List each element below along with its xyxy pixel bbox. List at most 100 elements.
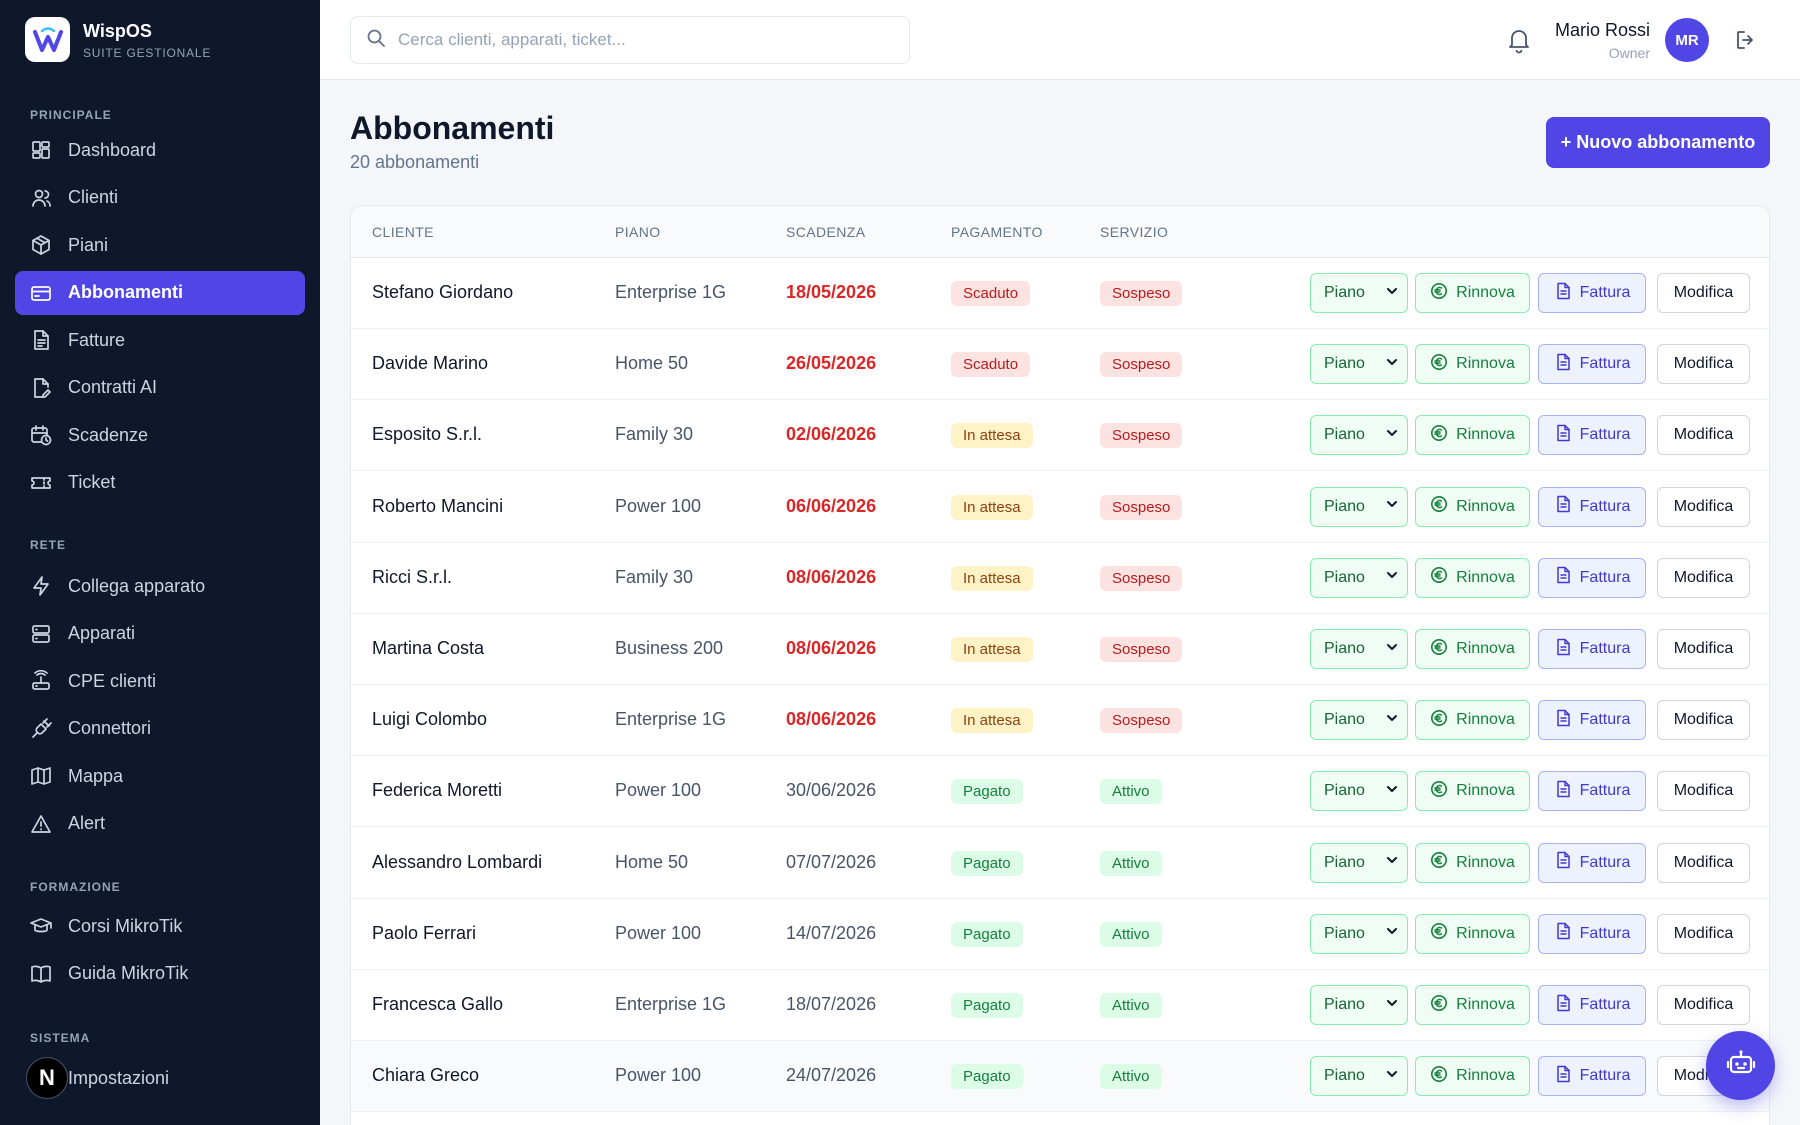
client-name[interactable]: Luigi Colombo	[372, 709, 488, 730]
sidebar-item-guida-mikrotik[interactable]: Guida MikroTik	[15, 952, 305, 996]
renew-button[interactable]: Rinnova	[1415, 1056, 1530, 1097]
avatar[interactable]: MR	[1665, 18, 1709, 62]
notifications-bell-icon[interactable]	[1506, 26, 1532, 54]
sidebar-item-label: Collega apparato	[68, 575, 206, 596]
renew-label: Rinnova	[1456, 996, 1515, 1013]
renew-button[interactable]: Rinnova	[1415, 273, 1530, 313]
client-name[interactable]: Ricci S.r.l.	[372, 566, 453, 587]
sidebar-item-ticket[interactable]: Ticket	[15, 461, 305, 505]
renew-button[interactable]: Rinnova	[1415, 985, 1530, 1025]
plan-select[interactable]: Piano	[1310, 842, 1408, 883]
edit-button[interactable]: Modifica	[1657, 486, 1750, 527]
client-name[interactable]: Chiara Greco	[372, 1065, 480, 1086]
search-input[interactable]	[398, 30, 878, 50]
invoice-button[interactable]: Fattura	[1538, 486, 1646, 527]
column-header-service[interactable]: SERVIZIO	[1100, 224, 1169, 240]
invoice-button[interactable]: Fattura	[1538, 273, 1646, 313]
sidebar-item-apparati[interactable]: Apparati	[15, 612, 305, 656]
sidebar-item-corsi-mikrotik[interactable]: Corsi MikroTik	[15, 904, 305, 948]
invoice-button[interactable]: Fattura	[1538, 913, 1646, 954]
sidebar-item-piani[interactable]: Piani	[15, 223, 305, 267]
edit-button[interactable]: Modifica	[1657, 344, 1750, 385]
sidebar-item-abbonamenti[interactable]: Abbonamenti	[15, 270, 305, 315]
sidebar-item-scadenze[interactable]: Scadenze	[15, 413, 305, 457]
column-header-plan[interactable]: PIANO	[615, 224, 661, 240]
payment-status-badge: Pagato	[951, 850, 1023, 876]
plan-select[interactable]: Piano	[1310, 486, 1408, 527]
renew-button[interactable]: Rinnova	[1415, 415, 1530, 456]
sidebar-item-alert[interactable]: Alert	[15, 802, 305, 846]
credit-card-icon	[30, 282, 52, 304]
edit-button[interactable]: Modifica	[1657, 629, 1750, 669]
sidebar-item-cpe-clienti[interactable]: CPE clienti	[15, 659, 305, 703]
user-info[interactable]: Mario Rossi Owner	[1555, 20, 1650, 61]
renew-button[interactable]: Rinnova	[1415, 700, 1530, 741]
plan-select[interactable]: Piano	[1310, 913, 1408, 954]
plan-select[interactable]: Piano	[1310, 771, 1408, 812]
client-name[interactable]: Paolo Ferrari	[372, 922, 477, 943]
sidebar-item-mappa[interactable]: Mappa	[15, 754, 305, 798]
sidebar-item-dashboard[interactable]: Dashboard	[15, 128, 305, 172]
client-name[interactable]: Martina Costa	[372, 638, 485, 658]
plan-select[interactable]: Piano	[1310, 344, 1408, 385]
invoice-button[interactable]: Fattura	[1538, 1056, 1646, 1097]
invoice-button[interactable]: Fattura	[1538, 557, 1646, 598]
invoice-button[interactable]: Fattura	[1538, 629, 1646, 669]
renew-button[interactable]: Rinnova	[1415, 486, 1530, 527]
client-name[interactable]: Francesca Gallo	[372, 994, 504, 1014]
renew-button[interactable]: Rinnova	[1415, 629, 1530, 669]
document-icon	[30, 329, 52, 351]
plan-name: Business 200	[615, 638, 724, 658]
renew-button[interactable]: Rinnova	[1415, 771, 1530, 812]
invoice-button[interactable]: Fattura	[1538, 842, 1646, 883]
sidebar-item-collega-apparato[interactable]: Collega apparato	[15, 564, 305, 608]
plan-select[interactable]: Piano	[1310, 415, 1408, 456]
next-dev-badge[interactable]: N	[26, 1057, 68, 1099]
search-box[interactable]	[350, 16, 910, 64]
invoice-label: Fattura	[1579, 355, 1631, 373]
edit-button[interactable]: Modifica	[1657, 842, 1750, 883]
sidebar-item-fatture[interactable]: Fatture	[15, 318, 305, 362]
column-header-payment[interactable]: PAGAMENTO	[951, 224, 1043, 240]
plan-select[interactable]: Piano	[1310, 629, 1408, 669]
client-name[interactable]: Stefano Giordano	[372, 282, 514, 302]
edit-button[interactable]: Modifica	[1657, 985, 1750, 1025]
edit-button[interactable]: Modifica	[1657, 557, 1750, 598]
plan-select[interactable]: Piano	[1310, 700, 1408, 741]
ai-assistant-button[interactable]	[1706, 1031, 1775, 1100]
edit-button[interactable]: Modifica	[1657, 273, 1750, 313]
edit-button[interactable]: Modifica	[1657, 771, 1750, 812]
sidebar-item-label: Contratti AI	[68, 377, 158, 397]
plan-select[interactable]: Piano	[1310, 273, 1408, 313]
client-name[interactable]: Roberto Mancini	[372, 495, 504, 516]
column-header-expiry[interactable]: SCADENZA	[786, 224, 866, 240]
edit-button[interactable]: Modifica	[1657, 415, 1750, 456]
plan-select[interactable]: Piano	[1310, 1056, 1408, 1097]
invoice-button[interactable]: Fattura	[1538, 344, 1646, 385]
invoice-button[interactable]: Fattura	[1538, 771, 1646, 812]
sidebar-item-connettori[interactable]: Connettori	[15, 707, 305, 751]
logout-icon[interactable]	[1734, 28, 1758, 52]
invoice-button[interactable]: Fattura	[1538, 415, 1646, 456]
renew-label: Rinnova	[1456, 924, 1515, 942]
renew-button[interactable]: Rinnova	[1415, 842, 1530, 883]
client-name[interactable]: Federica Moretti	[372, 780, 503, 801]
edit-button[interactable]: Modifica	[1657, 913, 1750, 954]
renew-button[interactable]: Rinnova	[1415, 557, 1530, 598]
invoice-button[interactable]: Fattura	[1538, 985, 1646, 1025]
service-status-badge: Sospeso	[1100, 423, 1183, 449]
brand[interactable]: WispOS SUITE GESTIONALE	[25, 17, 211, 62]
column-header-client[interactable]: CLIENTE	[372, 224, 434, 240]
client-name[interactable]: Davide Marino	[372, 353, 489, 374]
invoice-button[interactable]: Fattura	[1538, 700, 1646, 741]
new-subscription-button[interactable]: + Nuovo abbonamento	[1546, 117, 1770, 168]
client-name[interactable]: Esposito S.r.l.	[372, 424, 483, 445]
edit-button[interactable]: Modifica	[1657, 700, 1750, 741]
sidebar-item-contratti-ai[interactable]: Contratti AI	[15, 366, 305, 410]
client-name[interactable]: Alessandro Lombardi	[372, 851, 543, 872]
plan-select[interactable]: Piano	[1310, 557, 1408, 598]
sidebar-item-clienti[interactable]: Clienti	[15, 176, 305, 220]
renew-button[interactable]: Rinnova	[1415, 344, 1530, 385]
plan-select[interactable]: Piano	[1310, 985, 1408, 1025]
renew-button[interactable]: Rinnova	[1415, 913, 1530, 954]
